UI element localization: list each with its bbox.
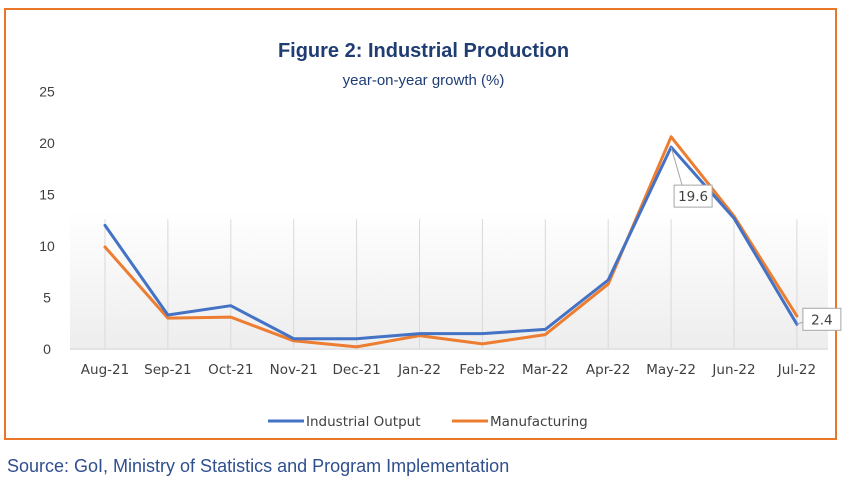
x-tick-label: Jan-22: [397, 362, 441, 378]
y-tick-label: 25: [39, 84, 55, 100]
x-tick-label: Dec-21: [333, 362, 381, 378]
y-tick-label: 15: [39, 187, 55, 203]
annotation-box: [802, 307, 842, 331]
series-line-manufacturing: [103, 135, 799, 349]
chart-subtitle: year-on-year growth (%): [342, 72, 505, 89]
x-tick-label: Aug-21: [81, 362, 129, 378]
data-label: 19.6: [678, 189, 708, 205]
chart-title: Figure 2: Industrial Production: [277, 40, 570, 62]
y-tick-label: 0: [43, 341, 51, 357]
x-tick-label: Jul-22: [777, 362, 816, 378]
series-line-industrial-output: [103, 145, 799, 341]
legend-label: Industrial Output: [306, 414, 421, 430]
x-tick-label: May-22: [646, 362, 696, 378]
x-tick-label: Feb-22: [459, 362, 505, 378]
chart-frame: [4, 8, 837, 440]
annotation-box: [673, 184, 713, 208]
x-tick-label: Jun-22: [711, 362, 755, 378]
data-label: 2.4: [811, 312, 832, 328]
x-tick-label: Oct-21: [208, 362, 253, 378]
x-tick-label: Sep-21: [144, 362, 192, 378]
source-note: Source: GoI, Ministry of Statistics and …: [7, 456, 510, 476]
y-tick-label: 20: [39, 135, 55, 151]
legend-label: Manufacturing: [490, 414, 588, 430]
x-tick-label: Mar-22: [522, 362, 569, 378]
y-tick-label: 5: [43, 290, 51, 306]
plot-background: [70, 210, 828, 350]
x-tick-label: Apr-22: [586, 362, 631, 378]
annotation-leader: [670, 146, 683, 186]
x-tick-label: Nov-21: [270, 362, 318, 378]
y-tick-label: 10: [39, 238, 55, 254]
